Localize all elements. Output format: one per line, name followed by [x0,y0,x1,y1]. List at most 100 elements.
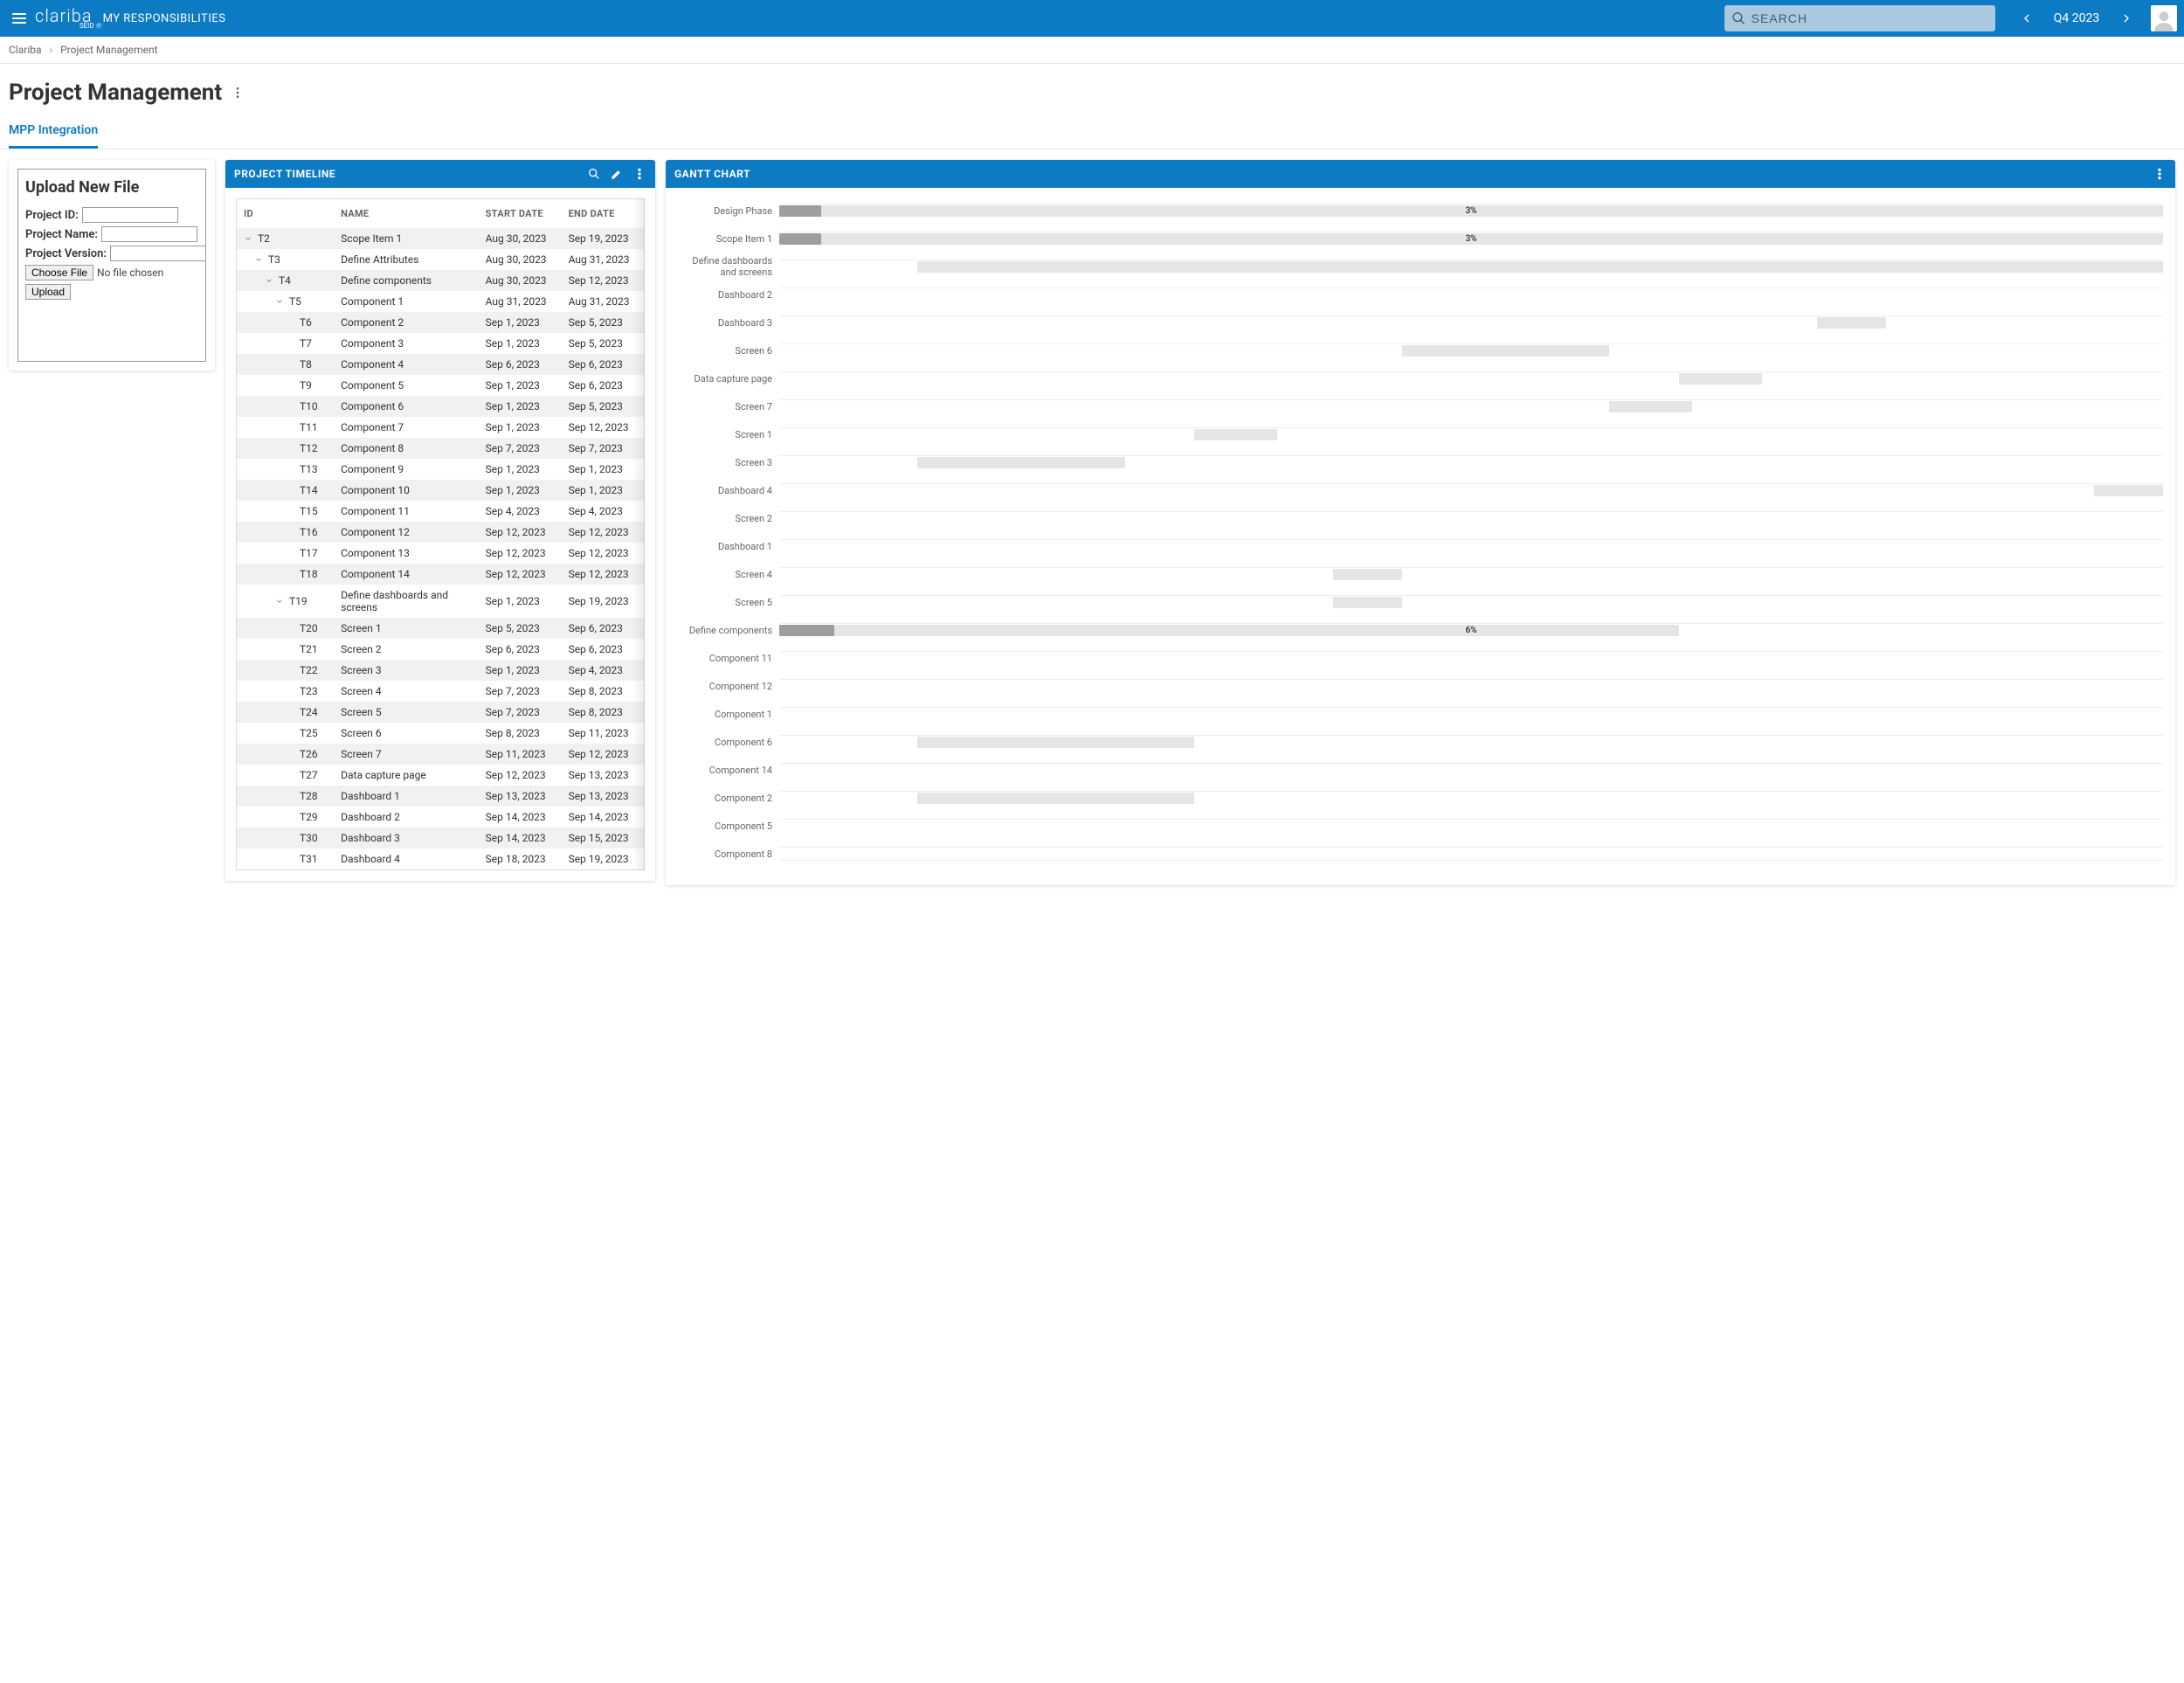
table-row[interactable]: T20Screen 1Sep 5, 2023Sep 6, 2023 [237,618,645,639]
gantt-row[interactable]: Component 8 [678,840,2163,868]
task-name: Screen 4 [334,681,479,702]
gantt-track [779,847,2163,861]
table-row[interactable]: T22Screen 3Sep 1, 2023Sep 4, 2023 [237,660,645,681]
gantt-row[interactable]: Component 1 [678,700,2163,728]
col-name[interactable]: NAME [334,199,479,229]
gantt-row[interactable]: Component 5 [678,812,2163,840]
table-row[interactable]: T31Dashboard 4Sep 18, 2023Sep 19, 2023 [237,848,645,870]
avatar[interactable] [2151,5,2177,31]
task-end: Sep 12, 2023 [562,417,645,438]
prev-period-icon[interactable] [2020,11,2034,25]
table-row[interactable]: T13Component 9Sep 1, 2023Sep 1, 2023 [237,459,645,480]
gantt-row[interactable]: Dashboard 1 [678,532,2163,560]
gantt-row[interactable]: Scope Item 13% [678,225,2163,253]
table-row[interactable]: T26Screen 7Sep 11, 2023Sep 12, 2023 [237,744,645,765]
choose-file-button[interactable]: Choose File [25,265,93,280]
table-row[interactable]: T8Component 4Sep 6, 2023Sep 6, 2023 [237,354,645,375]
col-start[interactable]: START DATE [479,199,562,229]
search-box[interactable] [1724,5,1995,31]
task-name: Component 1 [334,291,479,312]
gantt-row[interactable]: Data capture page [678,364,2163,392]
chevron-down-icon[interactable] [254,255,263,264]
gantt-row[interactable]: Screen 7 [678,392,2163,420]
table-row[interactable]: T19Define dashboards and screensSep 1, 2… [237,585,645,618]
table-row[interactable]: T15Component 11Sep 4, 2023Sep 4, 2023 [237,501,645,522]
task-end: Aug 31, 2023 [562,291,645,312]
project-name-input[interactable] [101,226,197,242]
brand-logo[interactable]: clariba SEID [31,7,103,30]
gantt-row[interactable]: Screen 4 [678,560,2163,588]
table-row[interactable]: T10Component 6Sep 1, 2023Sep 5, 2023 [237,396,645,417]
col-end[interactable]: END DATE [562,199,645,229]
gantt-row[interactable]: Component 12 [678,672,2163,700]
next-period-icon[interactable] [2119,11,2133,25]
table-row[interactable]: T29Dashboard 2Sep 14, 2023Sep 14, 2023 [237,807,645,828]
table-row[interactable]: T30Dashboard 3Sep 14, 2023Sep 15, 2023 [237,828,645,848]
gantt-row[interactable]: Dashboard 2 [678,280,2163,308]
task-id: T16 [300,526,318,538]
table-row[interactable]: T18Component 14Sep 12, 2023Sep 12, 2023 [237,564,645,585]
gantt-row[interactable]: Screen 2 [678,504,2163,532]
gantt-more-icon[interactable] [2153,167,2167,181]
task-name: Component 14 [334,564,479,585]
col-id[interactable]: ID [237,199,335,229]
gantt-row[interactable]: Define dashboards and screens [678,253,2163,280]
gantt-percent: 3% [779,232,2163,246]
table-row[interactable]: T14Component 10Sep 1, 2023Sep 1, 2023 [237,480,645,501]
table-row[interactable]: T27Data capture pageSep 12, 2023Sep 13, … [237,765,645,786]
search-icon [1731,10,1746,26]
table-row[interactable]: T11Component 7Sep 1, 2023Sep 12, 2023 [237,417,645,438]
tab-mpp-integration[interactable]: MPP Integration [9,114,98,149]
search-input[interactable] [1752,11,1988,25]
gantt-row[interactable]: Dashboard 3 [678,308,2163,336]
nav-title[interactable]: MY RESPONSIBILITIES [103,12,226,25]
table-row[interactable]: T2Scope Item 1Aug 30, 2023Sep 19, 2023 [237,228,645,249]
gantt-row[interactable]: Screen 1 [678,420,2163,448]
chevron-down-icon[interactable] [275,297,284,306]
task-start: Sep 1, 2023 [479,660,562,681]
chevron-down-icon[interactable] [275,597,284,606]
task-start: Sep 13, 2023 [479,786,562,807]
gantt-row[interactable]: Component 14 [678,756,2163,784]
page-more-icon[interactable] [231,86,245,100]
timeline-search-icon[interactable] [587,167,601,181]
table-row[interactable]: T17Component 13Sep 12, 2023Sep 12, 2023 [237,543,645,564]
table-row[interactable]: T6Component 2Sep 1, 2023Sep 5, 2023 [237,312,645,333]
table-row[interactable]: T12Component 8Sep 7, 2023Sep 7, 2023 [237,438,645,459]
table-row[interactable]: T9Component 5Sep 1, 2023Sep 6, 2023 [237,375,645,396]
table-row[interactable]: T5Component 1Aug 31, 2023Aug 31, 2023 [237,291,645,312]
project-version-label: Project Version: [25,247,107,260]
timeline-more-icon[interactable] [632,167,646,181]
table-row[interactable]: T23Screen 4Sep 7, 2023Sep 8, 2023 [237,681,645,702]
chevron-down-icon[interactable] [265,276,273,285]
gantt-row[interactable]: Component 2 [678,784,2163,812]
gantt-row[interactable]: Design Phase3% [678,197,2163,225]
table-row[interactable]: T24Screen 5Sep 7, 2023Sep 8, 2023 [237,702,645,723]
project-version-input[interactable] [110,246,206,261]
table-row[interactable]: T25Screen 6Sep 8, 2023Sep 11, 2023 [237,723,645,744]
period-label[interactable]: Q4 2023 [2046,11,2107,25]
breadcrumb-page[interactable]: Project Management [60,44,157,56]
table-row[interactable]: T28Dashboard 1Sep 13, 2023Sep 13, 2023 [237,786,645,807]
table-row[interactable]: T3Define AttributesAug 30, 2023Aug 31, 2… [237,249,645,270]
table-row[interactable]: T16Component 12Sep 12, 2023Sep 12, 2023 [237,522,645,543]
table-row[interactable]: T21Screen 2Sep 6, 2023Sep 6, 2023 [237,639,645,660]
chevron-down-icon[interactable] [244,234,252,243]
gantt-row[interactable]: Screen 5 [678,588,2163,616]
table-row[interactable]: T4Define componentsAug 30, 2023Sep 12, 2… [237,270,645,291]
task-id: T5 [289,295,301,308]
gantt-row[interactable]: Define components6% [678,616,2163,644]
project-id-input[interactable] [82,207,178,223]
timeline-edit-icon[interactable] [610,167,624,181]
menu-icon[interactable] [7,8,31,29]
gantt-row[interactable]: Screen 6 [678,336,2163,364]
table-row[interactable]: T7Component 3Sep 1, 2023Sep 5, 2023 [237,333,645,354]
breadcrumb: Clariba › Project Management [0,37,2184,64]
gantt-row[interactable]: Component 11 [678,644,2163,672]
task-name: Dashboard 3 [334,828,479,848]
gantt-row[interactable]: Component 6 [678,728,2163,756]
gantt-row[interactable]: Screen 3 [678,448,2163,476]
gantt-row[interactable]: Dashboard 4 [678,476,2163,504]
upload-button[interactable]: Upload [25,284,71,300]
breadcrumb-root[interactable]: Clariba [9,44,42,56]
